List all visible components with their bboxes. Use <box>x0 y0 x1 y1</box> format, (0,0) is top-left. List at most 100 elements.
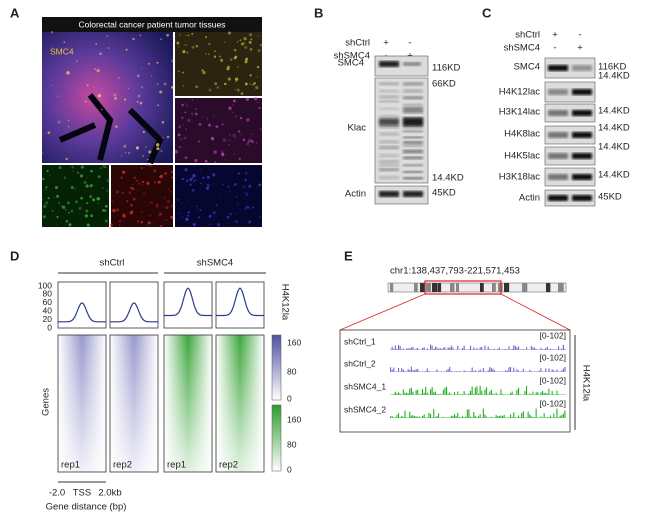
coverage-bar <box>538 394 540 395</box>
speck <box>72 170 74 172</box>
speck <box>132 37 135 41</box>
speck <box>213 115 215 117</box>
speck <box>244 82 248 86</box>
speck <box>102 209 105 212</box>
coverage-bar <box>511 371 513 372</box>
speck <box>70 186 74 189</box>
coverage-bar <box>543 393 545 395</box>
coverage-bar <box>546 371 548 372</box>
coverage-bar <box>447 368 449 372</box>
speck <box>166 199 171 204</box>
coverage-bar <box>478 370 480 372</box>
coverage-bar <box>487 394 489 395</box>
coverage-bar <box>543 371 545 372</box>
coverage-bar <box>564 348 566 350</box>
speck <box>254 97 258 101</box>
speck <box>157 215 159 217</box>
coverage-bar <box>519 349 521 350</box>
speck <box>228 133 231 136</box>
speck <box>178 212 181 215</box>
coverage-bar <box>394 371 396 372</box>
coverage-bar <box>514 345 516 350</box>
speck <box>149 201 151 204</box>
coverage-bar <box>482 349 484 350</box>
coverage-bar <box>446 370 448 372</box>
speck <box>156 61 159 64</box>
speck <box>179 138 182 141</box>
coverage-bar <box>444 387 446 395</box>
speck <box>222 138 226 142</box>
speck <box>249 33 253 37</box>
speck <box>122 213 126 217</box>
coverage-bar <box>540 416 542 418</box>
row-label: SMC4 <box>338 58 364 69</box>
marker: 14.4KD <box>598 123 630 134</box>
coverage-bar <box>527 394 529 395</box>
speck <box>236 41 239 43</box>
coverage-bar <box>556 369 558 372</box>
speck <box>99 167 102 170</box>
coverage-bar <box>490 389 492 395</box>
speck <box>240 133 242 135</box>
coverage-bar <box>514 417 516 418</box>
coverage-bar <box>487 417 489 418</box>
coverage-bar <box>460 371 462 372</box>
speck <box>141 167 143 170</box>
coverage-bar <box>532 371 534 372</box>
coverage-bar <box>409 370 411 372</box>
coverage-bar <box>455 370 457 372</box>
speck <box>138 182 141 185</box>
blot <box>544 125 596 145</box>
speck <box>198 122 202 126</box>
coverage-bar <box>511 416 513 418</box>
marker: 14.4KD <box>598 71 630 82</box>
speck <box>95 72 97 74</box>
band <box>403 163 423 167</box>
speck <box>47 197 50 200</box>
coverage-bar <box>414 349 416 350</box>
coverage-bar <box>487 370 489 372</box>
speck <box>222 183 224 185</box>
coverage-bar <box>497 394 499 395</box>
coverage-bar <box>393 367 395 372</box>
coverage-bar <box>455 416 457 418</box>
band-group <box>379 82 423 180</box>
speck <box>244 42 246 44</box>
coverage-bar <box>466 409 468 418</box>
coverage-bar <box>471 417 473 418</box>
lane-sign: - <box>578 30 581 41</box>
coverage-bar <box>444 417 446 418</box>
coverage-bar <box>404 349 406 350</box>
coverage-bar <box>458 349 460 350</box>
marker: 14.4KD <box>598 170 630 181</box>
coverage-bar <box>559 394 561 395</box>
speck <box>191 112 194 115</box>
coverage-bar <box>542 391 544 395</box>
coverage-bar <box>535 348 537 350</box>
speck <box>214 50 216 52</box>
coverage-bar <box>535 392 537 395</box>
coverage-bar <box>511 348 513 350</box>
ideogram-band <box>504 283 510 292</box>
speck <box>245 192 249 196</box>
coverage-bar <box>428 349 430 350</box>
coverage-bar <box>535 371 537 372</box>
speck <box>239 208 241 211</box>
track-label: shSMC4_2 <box>344 404 386 414</box>
speck <box>86 84 89 87</box>
speck <box>104 209 107 212</box>
coverage-bar <box>548 417 550 418</box>
coverage-bar <box>558 371 560 372</box>
heatmap-frame <box>215 334 265 473</box>
coverage-bar <box>526 347 528 350</box>
band <box>379 140 399 144</box>
band <box>572 174 592 180</box>
column-label: rep1 <box>61 460 80 471</box>
coverage-bar <box>516 417 518 418</box>
coverage-bar <box>407 348 409 350</box>
track-box <box>339 329 571 433</box>
speck <box>230 58 233 61</box>
coverage-bar <box>550 415 552 418</box>
coverage-bar <box>436 369 438 372</box>
coverage-bar <box>538 417 540 418</box>
